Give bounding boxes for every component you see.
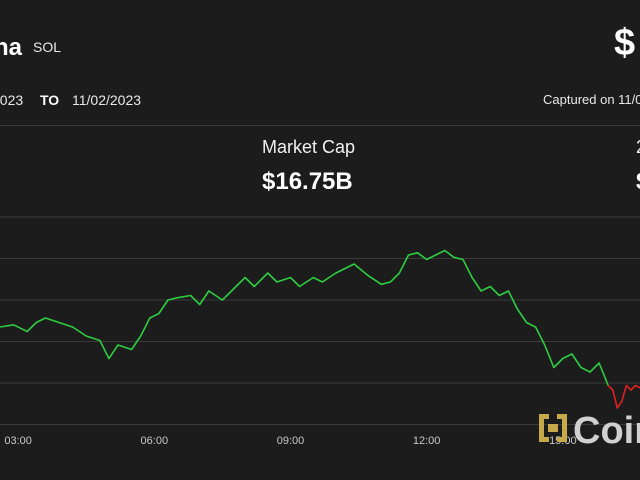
x-tick-label: 12:00 <box>413 435 441 447</box>
x-tick-label: 03:00 <box>4 435 32 447</box>
stat2-value: $ <box>636 168 640 196</box>
stat2-label: 2 <box>636 137 640 158</box>
chart-grid <box>0 216 640 425</box>
series-line-1 <box>607 384 640 409</box>
date-to: 11/02/2023 <box>72 92 142 108</box>
captured-on: Captured on 11/02/ <box>543 92 640 107</box>
divider <box>0 125 640 126</box>
market-cap-label: Market Cap <box>262 137 356 157</box>
date-from: 2023 <box>0 92 24 108</box>
series-line-0 <box>0 249 609 386</box>
coindesk-logo-icon <box>539 414 567 442</box>
price-lines <box>0 249 640 409</box>
watermark-text: Coin <box>573 410 640 452</box>
asset-price: $ <box>614 22 636 64</box>
asset-ticker: SOL <box>33 39 62 55</box>
market-cap-value: $16.75B <box>262 168 353 195</box>
asset-name: na <box>0 34 23 61</box>
date-to-label: TO <box>40 92 60 108</box>
x-tick-label: 09:00 <box>277 435 305 447</box>
coindesk-watermark: Coin <box>539 410 640 452</box>
x-tick-label: 06:00 <box>141 435 169 447</box>
